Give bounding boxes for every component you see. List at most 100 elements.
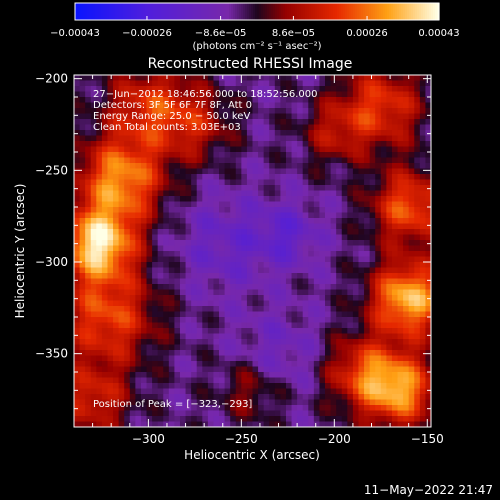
heatmap-cell xyxy=(213,141,220,147)
heatmap-cell xyxy=(163,201,170,208)
heatmap-cell xyxy=(191,124,198,131)
heatmap-cell xyxy=(224,141,231,147)
heatmap-cell xyxy=(90,130,97,136)
heatmap-cell xyxy=(168,377,175,384)
heatmap-cell xyxy=(391,399,399,406)
colorbar-cell xyxy=(157,3,160,20)
colorbar-cell xyxy=(361,3,364,20)
colorbar-cell xyxy=(113,3,116,20)
heatmap-cell xyxy=(74,75,81,81)
heatmap-cell xyxy=(297,223,304,230)
heatmap-cell xyxy=(85,130,92,136)
heatmap-cell xyxy=(330,207,337,213)
heatmap-cell xyxy=(375,119,382,125)
colorbar-cell xyxy=(169,3,172,20)
colorbar-tick-label: −0.00026 xyxy=(122,28,172,39)
heatmap-cell xyxy=(241,86,248,92)
heatmap-cell xyxy=(113,108,120,114)
heatmap-cell xyxy=(269,300,276,307)
heatmap-cell xyxy=(140,152,148,158)
heatmap-cell xyxy=(207,300,214,307)
heatmap-cell xyxy=(313,366,320,373)
heatmap-cell xyxy=(202,416,209,422)
heatmap-cell xyxy=(191,377,198,384)
heatmap-cell xyxy=(135,344,142,351)
colorbar-cell xyxy=(167,3,170,20)
heatmap-cell xyxy=(174,284,181,290)
heatmap-cell xyxy=(224,102,231,109)
heatmap-cell xyxy=(408,75,415,81)
heatmap-cell xyxy=(140,410,148,417)
heatmap-cell xyxy=(140,377,148,384)
heatmap-cell xyxy=(219,207,226,213)
heatmap-cell xyxy=(246,201,253,208)
heatmap-cell xyxy=(403,234,410,241)
heatmap-cell xyxy=(425,229,432,235)
heatmap-cell xyxy=(168,267,175,274)
heatmap-cell xyxy=(74,179,81,186)
heatmap-cell xyxy=(313,80,320,87)
heatmap-cell xyxy=(347,207,354,213)
heatmap-cell xyxy=(191,421,198,428)
heatmap-cell xyxy=(219,212,226,219)
heatmap-cell xyxy=(280,273,287,279)
heatmap-cell xyxy=(113,388,120,395)
heatmap-cell xyxy=(274,339,281,345)
heatmap-cell xyxy=(274,256,281,263)
heatmap-cell xyxy=(302,273,309,279)
heatmap-cell xyxy=(213,394,220,400)
heatmap-cell xyxy=(202,256,209,263)
heatmap-cell xyxy=(269,306,276,312)
heatmap-cell xyxy=(157,344,164,351)
heatmap-cell xyxy=(207,102,214,109)
heatmap-cell xyxy=(319,394,326,400)
heatmap-cell xyxy=(408,416,415,422)
heatmap-cell xyxy=(408,91,415,98)
heatmap-cell xyxy=(375,179,382,186)
heatmap-cell xyxy=(313,113,320,120)
heatmap-cell xyxy=(336,75,343,81)
heatmap-cell xyxy=(274,223,281,230)
heatmap-cell xyxy=(386,146,393,153)
heatmap-cell xyxy=(291,256,298,263)
heatmap-cell xyxy=(252,97,259,103)
heatmap-cell xyxy=(274,421,281,428)
heatmap-cell xyxy=(196,317,203,323)
heatmap-cell xyxy=(124,157,131,164)
heatmap-cell xyxy=(308,86,315,92)
heatmap-cell xyxy=(425,201,432,208)
colorbar-cell xyxy=(117,3,120,20)
heatmap-cell xyxy=(179,405,187,411)
heatmap-cell xyxy=(79,383,86,389)
heatmap-cell xyxy=(219,190,226,197)
heatmap-cell xyxy=(235,344,242,351)
heatmap-cell xyxy=(135,168,142,175)
heatmap-cell xyxy=(319,251,326,257)
heatmap-cell xyxy=(207,355,214,362)
heatmap-cell xyxy=(207,284,214,290)
heatmap-cell xyxy=(224,372,231,378)
heatmap-cell xyxy=(302,102,309,109)
heatmap-cell xyxy=(336,322,343,329)
heatmap-cell xyxy=(185,86,192,92)
heatmap-cell xyxy=(213,399,220,406)
heatmap-cell xyxy=(185,212,192,219)
heatmap-cell xyxy=(179,267,187,274)
heatmap-cell xyxy=(347,317,354,323)
heatmap-cell xyxy=(375,251,382,257)
heatmap-cell xyxy=(246,91,253,98)
heatmap-cell xyxy=(213,102,220,109)
heatmap-cell xyxy=(369,372,376,378)
heatmap-cell xyxy=(397,339,404,345)
heatmap-cell xyxy=(330,174,337,180)
heatmap-cell xyxy=(174,256,181,263)
heatmap-cell xyxy=(196,295,203,301)
heatmap-cell xyxy=(397,212,404,219)
heatmap-cell xyxy=(403,399,410,406)
heatmap-cell xyxy=(107,284,114,290)
heatmap-cell xyxy=(419,350,426,356)
heatmap-cell xyxy=(325,185,332,191)
heatmap-cell xyxy=(129,229,136,235)
heatmap-cell xyxy=(79,212,86,219)
heatmap-cell xyxy=(118,278,125,285)
